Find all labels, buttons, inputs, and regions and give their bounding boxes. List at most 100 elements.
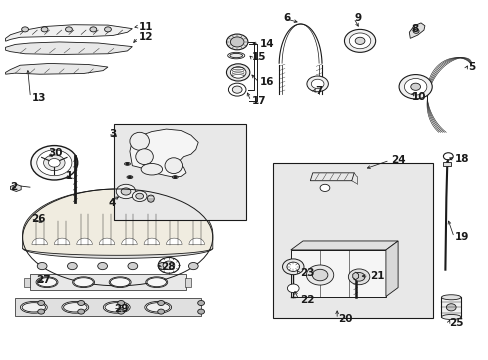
Polygon shape — [22, 248, 212, 258]
Polygon shape — [310, 173, 353, 181]
Circle shape — [38, 301, 44, 306]
Polygon shape — [408, 23, 424, 39]
Text: 25: 25 — [448, 319, 463, 328]
Circle shape — [352, 273, 364, 281]
Circle shape — [31, 145, 78, 180]
Bar — [24, 278, 30, 287]
Circle shape — [37, 150, 72, 176]
Bar — [184, 278, 190, 287]
Polygon shape — [188, 238, 204, 244]
Circle shape — [197, 301, 204, 306]
Ellipse shape — [127, 176, 133, 179]
Ellipse shape — [37, 278, 57, 287]
Polygon shape — [144, 238, 159, 244]
Ellipse shape — [147, 195, 154, 202]
Circle shape — [344, 30, 375, 52]
Circle shape — [230, 67, 245, 78]
Circle shape — [118, 309, 124, 314]
Ellipse shape — [227, 52, 244, 59]
Ellipse shape — [124, 162, 130, 165]
Circle shape — [78, 301, 84, 306]
Circle shape — [116, 184, 136, 199]
Text: 30: 30 — [48, 148, 63, 158]
Polygon shape — [77, 238, 92, 244]
Circle shape — [348, 33, 370, 49]
Circle shape — [354, 37, 364, 44]
Circle shape — [41, 27, 48, 32]
Circle shape — [158, 262, 167, 270]
Circle shape — [404, 78, 426, 95]
Ellipse shape — [103, 301, 130, 313]
Text: 15: 15 — [251, 52, 266, 62]
Text: 26: 26 — [31, 214, 46, 224]
Text: 1: 1 — [65, 171, 73, 181]
Circle shape — [226, 34, 247, 50]
Polygon shape — [10, 184, 21, 192]
Bar — [15, 298, 200, 316]
Circle shape — [67, 262, 77, 270]
Text: 4: 4 — [109, 198, 116, 208]
Ellipse shape — [229, 53, 242, 58]
Circle shape — [158, 309, 164, 314]
Polygon shape — [166, 238, 182, 244]
Ellipse shape — [109, 277, 131, 288]
Ellipse shape — [105, 303, 128, 312]
Text: 2: 2 — [10, 182, 18, 192]
Ellipse shape — [141, 163, 162, 175]
Ellipse shape — [172, 176, 178, 179]
Circle shape — [311, 79, 324, 89]
Circle shape — [320, 184, 329, 192]
Ellipse shape — [36, 277, 58, 288]
Circle shape — [226, 64, 249, 81]
Circle shape — [37, 262, 47, 270]
Polygon shape — [122, 238, 137, 244]
Circle shape — [128, 176, 131, 178]
Circle shape — [188, 262, 198, 270]
Circle shape — [197, 309, 204, 314]
Circle shape — [121, 188, 131, 195]
Text: 19: 19 — [454, 232, 468, 242]
Bar — [30, 274, 185, 290]
Ellipse shape — [144, 301, 171, 313]
Polygon shape — [32, 238, 47, 244]
Polygon shape — [5, 63, 108, 74]
Text: 21: 21 — [369, 271, 384, 281]
Text: 28: 28 — [160, 262, 175, 272]
Circle shape — [43, 155, 65, 171]
Text: 6: 6 — [283, 13, 290, 23]
Text: 14: 14 — [260, 40, 274, 49]
Polygon shape — [352, 272, 358, 280]
Circle shape — [347, 269, 369, 285]
Circle shape — [98, 262, 107, 270]
Circle shape — [128, 262, 138, 270]
Circle shape — [412, 29, 418, 33]
Text: 29: 29 — [114, 304, 128, 314]
Text: 24: 24 — [390, 155, 405, 165]
Circle shape — [132, 191, 147, 202]
Text: 10: 10 — [411, 92, 426, 102]
Text: 27: 27 — [36, 275, 51, 285]
Polygon shape — [290, 241, 397, 250]
Ellipse shape — [441, 315, 460, 319]
Bar — [114, 124, 245, 220]
Polygon shape — [130, 129, 198, 177]
Text: 7: 7 — [315, 86, 322, 96]
Circle shape — [446, 304, 455, 311]
Polygon shape — [385, 241, 397, 297]
Circle shape — [118, 301, 124, 306]
Text: 20: 20 — [337, 314, 352, 324]
Ellipse shape — [130, 132, 149, 150]
Circle shape — [104, 27, 111, 32]
Ellipse shape — [136, 149, 153, 165]
Circle shape — [78, 309, 84, 314]
Bar — [312, 77, 322, 87]
Ellipse shape — [63, 303, 87, 312]
Circle shape — [410, 83, 420, 90]
Circle shape — [90, 27, 97, 32]
Circle shape — [312, 269, 327, 281]
Circle shape — [21, 27, 28, 32]
Ellipse shape — [164, 158, 182, 174]
Ellipse shape — [146, 303, 169, 312]
Ellipse shape — [145, 277, 167, 288]
Bar — [443, 162, 450, 166]
